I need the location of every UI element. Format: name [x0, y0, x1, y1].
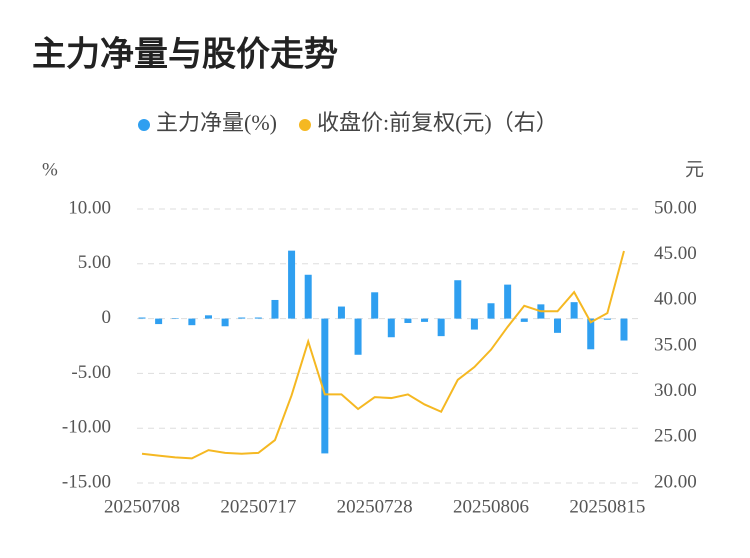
x-tick-label: 20250728	[337, 496, 413, 517]
y2-tick-label: 20.00	[654, 471, 697, 492]
y2-tick-label: 50.00	[654, 197, 697, 218]
legend-marker	[298, 119, 311, 131]
x-tick-label: 20250815	[569, 496, 645, 517]
x-tick-label: 20250806	[453, 496, 529, 517]
legend-label: 主力净量(%)	[156, 110, 277, 135]
y2-axis-label: 元	[685, 159, 704, 180]
bar	[155, 318, 163, 325]
bar	[204, 315, 212, 319]
bar	[354, 318, 362, 355]
bar	[288, 250, 296, 319]
bar	[587, 318, 595, 350]
bar	[221, 318, 229, 327]
bar	[238, 317, 246, 319]
y-tick-label: 5.00	[78, 252, 111, 273]
bar	[554, 318, 561, 333]
legend-label: 收盘价:前复权(元)（右）	[317, 110, 558, 135]
legend-marker	[138, 119, 150, 131]
y-tick-label: -5.00	[71, 362, 111, 383]
price-line	[141, 250, 625, 460]
x-tick-label: 20250708	[104, 496, 180, 517]
bar	[337, 306, 345, 319]
y-axis-label: %	[42, 159, 58, 180]
y2-tick-label: 25.00	[654, 426, 697, 447]
bar	[504, 284, 512, 319]
bar	[520, 318, 528, 322]
y2-tick-label: 30.00	[654, 380, 697, 401]
bar	[603, 318, 611, 320]
bar	[254, 317, 262, 319]
bar	[321, 318, 329, 454]
chart-title: 主力净量与股价走势	[32, 35, 338, 75]
y-tick-label: -15.00	[62, 471, 111, 492]
bar	[304, 274, 312, 319]
bar	[404, 318, 412, 323]
y-tick-label: 0	[102, 307, 112, 328]
y-tick-label: -10.00	[62, 417, 111, 438]
bar	[188, 318, 196, 326]
bar	[470, 318, 478, 330]
x-tick-label: 20250717	[220, 496, 296, 517]
bar	[171, 318, 179, 319]
bar	[421, 318, 429, 322]
bar	[271, 299, 279, 319]
y2-tick-label: 35.00	[654, 334, 697, 355]
y2-tick-label: 45.00	[654, 243, 697, 264]
y2-tick-label: 40.00	[654, 289, 697, 310]
bar	[437, 318, 445, 337]
bar	[487, 303, 495, 319]
y-tick-label: 10.00	[68, 197, 111, 218]
bar	[620, 318, 628, 341]
bar	[454, 280, 462, 319]
bar	[570, 302, 578, 319]
bar	[387, 318, 395, 338]
bar	[371, 292, 379, 319]
bar	[138, 317, 146, 319]
